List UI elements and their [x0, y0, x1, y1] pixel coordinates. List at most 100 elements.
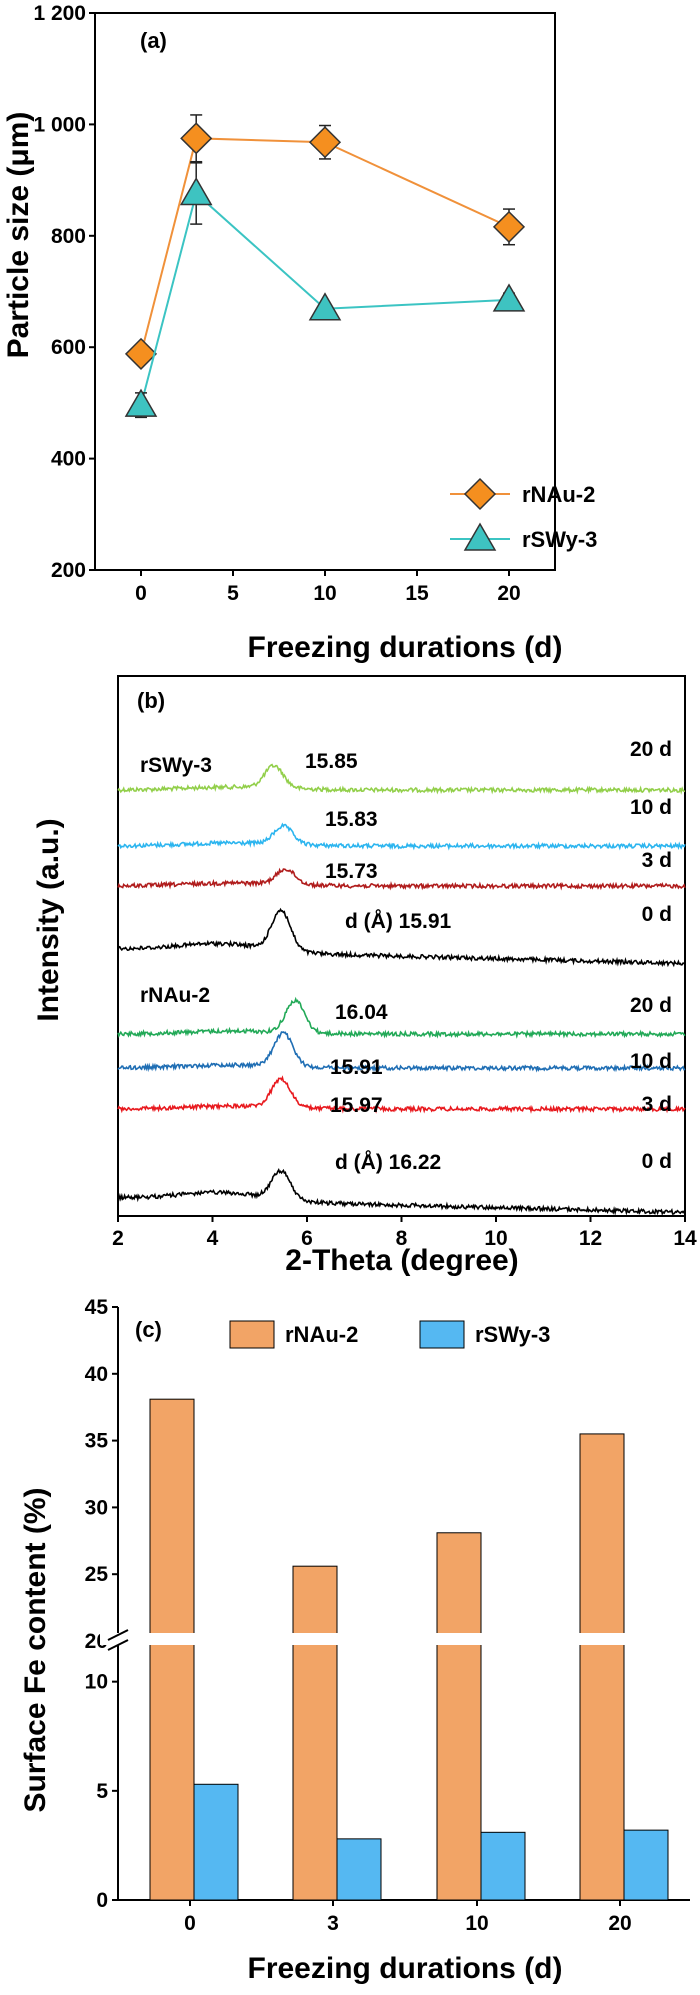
panel-a-data-point — [308, 292, 342, 321]
panel-a-x-tick-label: 5 — [227, 582, 239, 605]
panel-c-y-tick-label: 35 — [85, 1430, 109, 1453]
panel-b-xrd-trace — [117, 1075, 686, 1114]
panel-a-data-point — [179, 176, 213, 206]
panel-b-label: (b) — [137, 688, 165, 713]
panel-a-x-axis-title: Freezing durations (d) — [248, 631, 563, 664]
panel-b-d-spacing-label: 16.04 — [335, 1001, 388, 1024]
panel-a-data-point — [308, 126, 342, 159]
panel-a-series-line — [140, 191, 510, 406]
panel-a-y-tick-label: 200 — [51, 559, 86, 582]
panel-c-x-tick-label: 3 — [327, 1912, 339, 1935]
panel-b-duration-label: 10 d — [630, 796, 672, 819]
panel-a-particle-size-chart: (a) Particle size (μm) Freezing duration… — [2, 2, 597, 664]
panel-b-x-tick-label: 6 — [301, 1227, 313, 1250]
panel-c-x-tick-label: 20 — [608, 1912, 631, 1935]
panel-c-y-tick-label: 25 — [85, 1563, 109, 1586]
panel-a-data-point — [124, 388, 158, 417]
panel-c-bar — [193, 1783, 239, 1901]
panel-b-duration-label: 0 d — [642, 903, 672, 926]
panel-a-y-axis-title: Particle size (μm) — [2, 112, 35, 359]
panel-c-legend-swatch — [419, 1320, 465, 1349]
panel-b-xrd-trace — [117, 1031, 686, 1073]
panel-b-xrd-trace — [117, 867, 686, 891]
panel-a-data-point — [492, 283, 526, 312]
panel-b-d-spacing-label: d (Å) 16.22 — [335, 1150, 441, 1174]
panel-b-duration-label: 0 d — [642, 1150, 672, 1173]
panel-c-y-axis-title: Surface Fe content (%) — [19, 1487, 52, 1812]
panel-a-y-tick-label: 600 — [51, 336, 86, 359]
panel-c-y-tick-label: 0 — [96, 1889, 108, 1912]
panel-b-x-tick-label: 10 — [484, 1227, 507, 1250]
panel-c-legend-label: rNAu-2 — [285, 1322, 358, 1347]
panel-a-x-tick-label: 15 — [405, 582, 429, 605]
panel-a-y-tick-label: 400 — [51, 448, 86, 471]
panel-c-bar — [149, 1398, 195, 1901]
panel-b-group-label: rSWy-3 — [140, 754, 212, 777]
panel-c-x-tick-label: 0 — [184, 1912, 196, 1935]
panel-c-series-rNAu-2 — [149, 1398, 625, 1901]
panel-a-legend-label: rSWy-3 — [522, 527, 597, 552]
panel-b-d-spacing-label: 15.91 — [330, 1056, 383, 1079]
panel-a-label: (a) — [140, 28, 167, 53]
panel-c-bar — [436, 1532, 482, 1901]
panel-c-x-tick-label: 10 — [465, 1912, 488, 1935]
panel-c-bar — [623, 1829, 669, 1901]
panel-c-bar — [336, 1838, 382, 1901]
panel-a-data-point — [124, 337, 158, 370]
panel-b-duration-label: 20 d — [630, 994, 672, 1017]
panel-b-duration-label: 3 d — [642, 1093, 672, 1116]
panel-b-xrd-trace — [117, 996, 686, 1039]
panel-b-d-spacing-label: 15.85 — [305, 750, 358, 773]
panel-b-xrd-trace — [117, 907, 686, 968]
panel-b-y-axis-title: Intensity (a.u.) — [32, 818, 65, 1021]
panel-b-d-spacing-label: d (Å) 15.91 — [345, 909, 452, 933]
panel-c-x-axis-title: Freezing durations (d) — [248, 1952, 563, 1985]
panel-a-series-rNAu-2 — [124, 114, 526, 370]
panel-b-x-tick-label: 8 — [396, 1227, 408, 1250]
panel-b-xrd-chart: (b) Intensity (a.u.) 2-Theta (degree) 2 4… — [32, 675, 697, 1277]
panel-a-x-tick-label: 10 — [313, 582, 336, 605]
panel-b-d-spacing-label: 15.97 — [330, 1094, 383, 1117]
panel-b-duration-label: 3 d — [642, 849, 672, 872]
panel-c-y-tick-label: 5 — [96, 1780, 108, 1803]
panel-c-series-rSWy-3 — [193, 1783, 669, 1901]
panel-b-x-tick-label: 12 — [579, 1227, 602, 1250]
panel-b-xrd-trace — [117, 763, 686, 795]
panel-b-d-spacing-label: 15.83 — [325, 808, 378, 831]
panel-a-series-rSWy-3 — [124, 162, 526, 419]
panel-c-y-tick-label: 45 — [85, 1296, 109, 1319]
panel-c-bar — [292, 1565, 338, 1901]
panel-b-group-rNAu-2: rNAu-2 16.04 20 d 15.91 10 d 15.97 3 d d (Å) 16… — [117, 984, 686, 1216]
panel-c-label: (c) — [135, 1317, 162, 1342]
panel-c-surface-fe-chart: (c) Surface Fe content (%) Freezing dura… — [19, 1296, 690, 1985]
panel-c-axis-break-mark — [107, 1629, 129, 1641]
panel-a-y-tick-label: 1 000 — [33, 113, 86, 136]
panel-c-bar — [480, 1831, 526, 1901]
panel-c-y-tick-label: 30 — [85, 1496, 108, 1519]
panel-a-data-point — [492, 210, 526, 243]
panel-b-duration-label: 20 d — [630, 738, 672, 761]
panel-b-xrd-trace — [117, 1168, 686, 1216]
panel-b-x-axis-title: 2-Theta (degree) — [285, 1244, 518, 1277]
panel-b-d-spacing-label: 15.73 — [325, 860, 378, 883]
panel-a-legend-marker — [463, 477, 497, 511]
panel-a-legend-marker — [463, 522, 497, 551]
panel-c-legend-swatch — [229, 1320, 275, 1349]
panel-c-axis-break-gap — [100, 1633, 690, 1645]
panel-b-x-tick-label: 4 — [207, 1227, 219, 1250]
panel-b-duration-label: 10 d — [630, 1050, 672, 1073]
panel-c-legend-label: rSWy-3 — [475, 1322, 550, 1347]
panel-a-y-tick-label: 1 200 — [33, 2, 86, 25]
panel-a-y-tick-label: 800 — [51, 225, 86, 248]
panel-c-bar — [579, 1433, 625, 1901]
panel-b-xrd-trace — [117, 822, 686, 851]
panel-a-x-tick-label: 20 — [497, 582, 520, 605]
panel-a-series-line — [140, 137, 510, 355]
panel-a-legend-label: rNAu-2 — [522, 482, 595, 507]
panel-b-group-rSWy-3: rSWy-3 15.85 20 d 15.83 10 d 15.73 3 d d (Å) 15… — [117, 738, 686, 968]
panel-b-x-tick-label: 2 — [112, 1227, 124, 1250]
panel-a-x-tick-label: 0 — [135, 582, 147, 605]
panel-a-data-point — [180, 122, 213, 155]
panel-c-y-tick-label: 40 — [85, 1363, 108, 1386]
